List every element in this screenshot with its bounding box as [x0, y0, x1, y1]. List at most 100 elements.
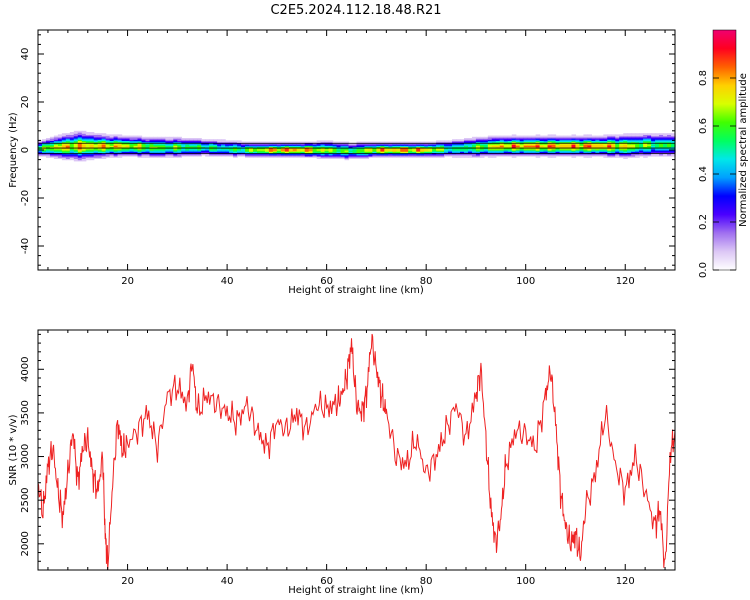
heatmap-cell [372, 148, 378, 151]
heatmap-cell [643, 140, 648, 143]
heatmap-cell [292, 142, 298, 145]
heatmap-cell [627, 140, 632, 143]
heatmap-cell [356, 150, 362, 152]
heatmap-cell [245, 141, 250, 144]
heatmap-cell [531, 145, 537, 147]
heatmap-cell [61, 136, 67, 139]
heatmap-cell [396, 156, 401, 158]
heatmap-cell [643, 146, 648, 149]
heatmap-cell [460, 141, 465, 144]
heatmap-cell [452, 140, 457, 143]
heatmap-cell [499, 138, 505, 140]
heatmap-cell [85, 148, 91, 151]
heatmap-cell [149, 138, 155, 140]
heatmap-cell [384, 153, 389, 156]
heatmap-cell [663, 145, 668, 147]
heatmap-cell [563, 153, 569, 156]
heatmap-cell [233, 145, 238, 147]
heatmap-cell [559, 140, 565, 143]
heatmap-cell [615, 144, 620, 146]
heatmap-cell [547, 145, 553, 147]
heatmap-cell [97, 153, 103, 156]
heatmap-cell [595, 151, 600, 153]
heatmap-cell [456, 146, 461, 149]
heatmap-cell [193, 151, 198, 153]
heatmap-cell [607, 142, 612, 145]
heatmap-cell [559, 146, 565, 149]
heatmap-cell [352, 144, 358, 146]
heatmap-cell [639, 146, 644, 149]
heatmap-cell [396, 142, 401, 145]
heatmap-cell [639, 150, 644, 152]
heatmap-cell [173, 138, 178, 140]
heatmap-cell [619, 140, 624, 143]
heatmap-cell [308, 154, 314, 157]
heatmap-cell [288, 151, 294, 153]
heatmap-cell [643, 142, 648, 145]
heatmap-cell [344, 147, 350, 150]
heatmap-cell [535, 144, 541, 146]
heatmap-cell [53, 136, 59, 139]
heatmap-cell [264, 145, 270, 147]
heatmap-cell [400, 154, 405, 157]
heatmap-cell [197, 151, 202, 153]
heatmap-cell [145, 150, 151, 152]
heatmap-cell [133, 145, 139, 147]
heatmap-cell [420, 147, 425, 150]
heatmap-cell [105, 138, 111, 140]
heatmap-cell [161, 141, 166, 144]
heatmap-cell [73, 159, 79, 162]
heatmap-cell [292, 150, 298, 152]
heatmap-cell [272, 145, 278, 147]
heatmap-cell [97, 134, 103, 137]
heatmap-cell [364, 153, 370, 156]
heatmap-cell [256, 146, 262, 149]
heatmap-cell [57, 145, 63, 147]
heatmap-cell [511, 140, 517, 143]
heatmap-cell [57, 139, 63, 141]
heatmap-cell [360, 144, 366, 146]
heatmap-cell [49, 151, 55, 153]
y-tick-label: 20 [20, 96, 31, 109]
heatmap-cell [436, 140, 441, 143]
heatmap-cell [328, 151, 334, 153]
heatmap-cell [655, 138, 660, 140]
heatmap-cell [256, 150, 262, 152]
heatmap-cell [304, 156, 310, 158]
heatmap-cell [117, 135, 123, 138]
heatmap-cell [587, 147, 592, 150]
heatmap-cell [655, 134, 660, 137]
heatmap-cell [300, 154, 306, 157]
heatmap-cell [487, 154, 493, 157]
heatmap-cell [647, 150, 652, 152]
heatmap-cell [38, 147, 43, 150]
heatmap-cell [400, 144, 405, 146]
heatmap-cell [448, 141, 453, 144]
heatmap-cell [316, 157, 322, 159]
heatmap-cell [559, 144, 565, 146]
heatmap-cell [93, 140, 99, 143]
heatmap-cell [177, 150, 182, 152]
heatmap-cell [360, 157, 366, 159]
heatmap-cell [467, 142, 473, 145]
heatmap-cell [539, 136, 545, 139]
heatmap-cell [623, 146, 628, 149]
heatmap-cell [647, 138, 652, 140]
heatmap-cell [495, 145, 501, 147]
heatmap-cell [332, 147, 338, 150]
heatmap-cell [615, 139, 620, 141]
heatmap-cell [113, 151, 119, 153]
heatmap-cell [109, 136, 115, 139]
heatmap-cell [487, 148, 493, 151]
heatmap-cell [499, 146, 505, 149]
heatmap-cell [320, 144, 326, 146]
heatmap-cell [372, 145, 378, 147]
heatmap-cell [635, 154, 640, 157]
heatmap-cell [575, 148, 581, 151]
heatmap-cell [667, 135, 672, 138]
heatmap-cell [444, 153, 449, 156]
heatmap-cell [145, 139, 151, 141]
heatmap-cell [300, 141, 306, 144]
heatmap-cell [575, 150, 581, 152]
heatmap-cell [296, 150, 302, 152]
